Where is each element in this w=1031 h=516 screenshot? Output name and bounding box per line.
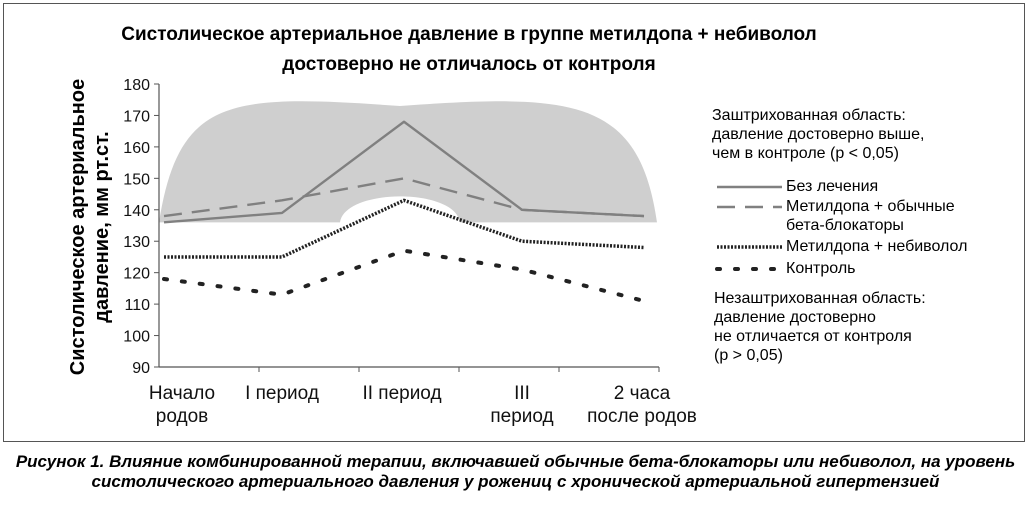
x-tick-label-3-line-2: период (490, 406, 553, 427)
y-tick-label-130: 130 (123, 234, 150, 251)
y-tick-label-100: 100 (123, 329, 150, 346)
y-tick-label-180: 180 (123, 77, 150, 94)
legend-label-series-3: Метилдопа + небиволол (786, 238, 968, 255)
y-tick-label-120: 120 (123, 266, 150, 283)
y-tick-label-150: 150 (123, 171, 150, 188)
y-tick-label-90: 90 (132, 360, 150, 377)
chart-title-line-1: Систолическое артериальное давление в гр… (121, 24, 817, 45)
y-tick-label-160: 160 (123, 140, 150, 157)
legend-unshaded-note: Незаштрихованная область: давление досто… (714, 290, 926, 364)
x-tick-label-1: I период (245, 383, 319, 404)
x-tick-label-3-line-1: III (514, 383, 530, 404)
x-tick-label-0-line-2: родов (156, 406, 208, 427)
legend-shaded-note: Заштрихованная область: давление достове… (712, 107, 925, 162)
legend-label-series-4: Контроль (786, 260, 856, 277)
x-tick-label-4-line-1: 2 часа (614, 383, 671, 404)
x-tick-label-2: II период (362, 383, 441, 404)
x-tick-label-4-line-2: после родов (587, 406, 697, 427)
legend-label-series-1: Без лечения (786, 178, 879, 195)
shaded-significance-region (159, 101, 657, 223)
y-tick-label-110: 110 (124, 297, 150, 314)
y-axis-label: Систолическое артериальное давление, мм … (67, 78, 113, 376)
y-tick-label-170: 170 (123, 108, 150, 125)
figure-frame: 90 100 110 120 130 140 150 160 170 180 Начало родов… (3, 3, 1025, 442)
series-line-2 (163, 177, 645, 218)
chart-title-line-2: достоверно не отличалось от контроля (282, 54, 656, 75)
figure-caption: Рисунок 1. Влияние комбинированной терап… (15, 452, 1016, 491)
legend-label-series-2: Метилдопа + обычные бета-блокаторы (786, 198, 955, 234)
chart: 90 100 110 120 130 140 150 160 170 180 Началородов… (123, 77, 784, 427)
y-tick-label-140: 140 (123, 203, 150, 220)
x-tick-label-0-line-1: Начало (149, 383, 215, 404)
